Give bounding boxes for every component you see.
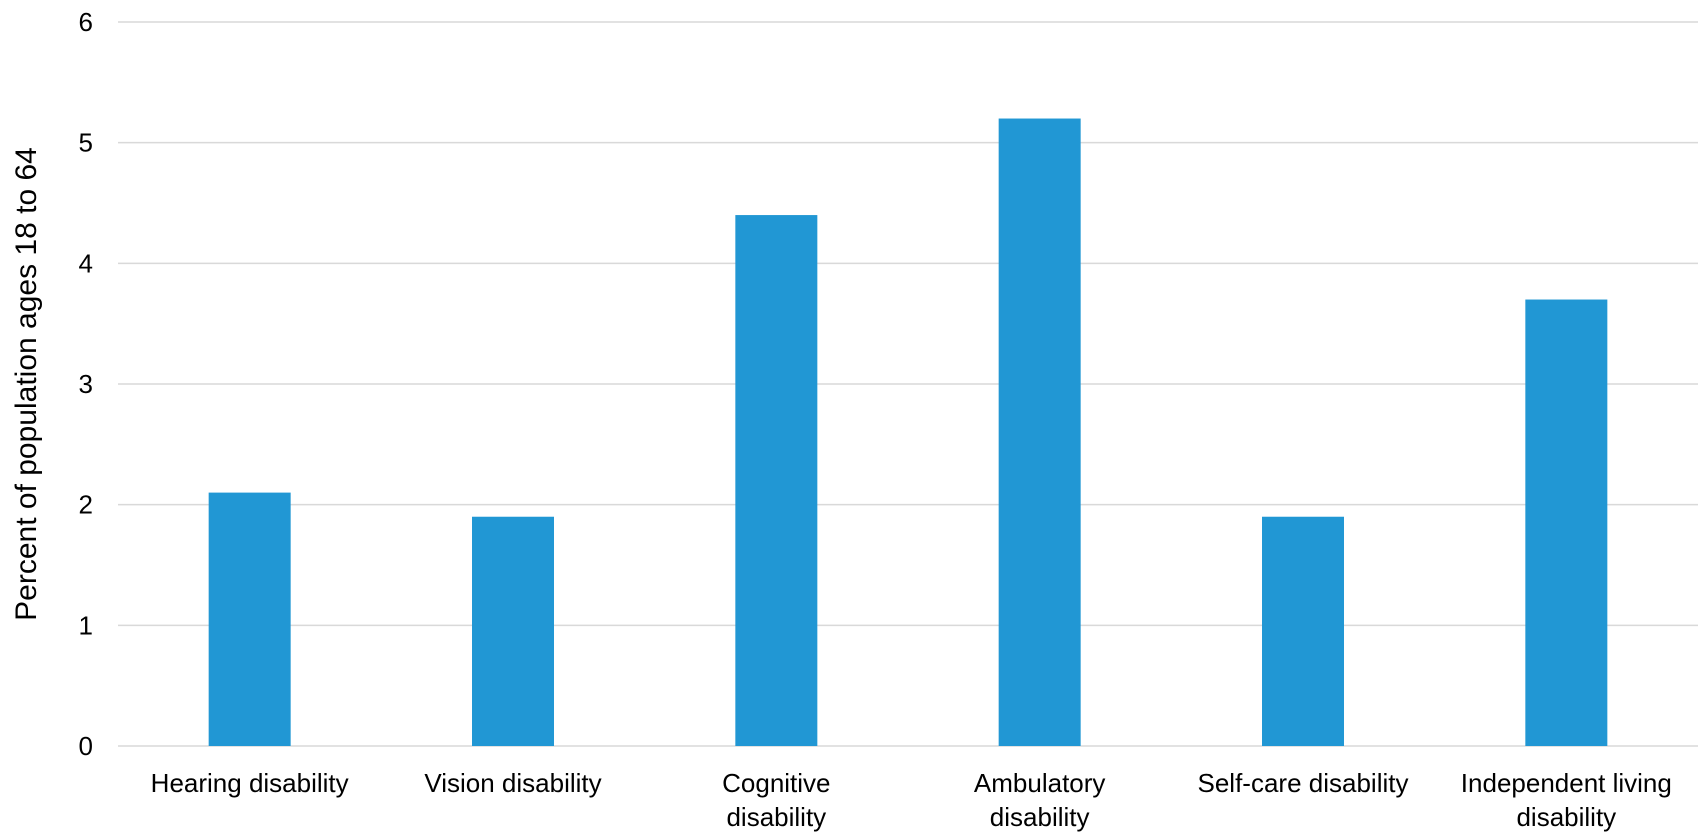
x-tick-label: Hearing disability [151, 768, 349, 798]
bar [998, 118, 1081, 747]
y-tick-label: 3 [79, 369, 93, 399]
x-tick-label: Ambulatory disability [974, 768, 1106, 832]
bar [1525, 299, 1608, 746]
y-tick-label: 4 [79, 248, 93, 278]
y-tick-label: 6 [79, 7, 93, 37]
y-tick-label: 0 [79, 731, 93, 761]
bar [472, 516, 554, 746]
x-tick-label: Independent living disability [1461, 768, 1672, 832]
x-tick-label: Vision disability [424, 768, 601, 798]
x-tick-label: Cognitive disability [722, 768, 830, 832]
y-tick-label: 1 [79, 610, 93, 640]
bars [208, 118, 1608, 747]
y-tick-label: 2 [79, 490, 93, 520]
grid [118, 21, 1698, 747]
y-tick-label: 5 [79, 128, 93, 158]
bar [1262, 516, 1344, 746]
y-axis-label: Percent of population ages 18 to 64 [10, 147, 43, 621]
bar [735, 215, 818, 747]
x-tick-labels: Hearing disability Vision disability Cogni… [151, 768, 1672, 832]
y-tick-labels: 0 1 2 3 4 5 6 [79, 7, 93, 761]
bar [208, 492, 291, 746]
x-tick-label: Self-care disability [1198, 768, 1409, 798]
